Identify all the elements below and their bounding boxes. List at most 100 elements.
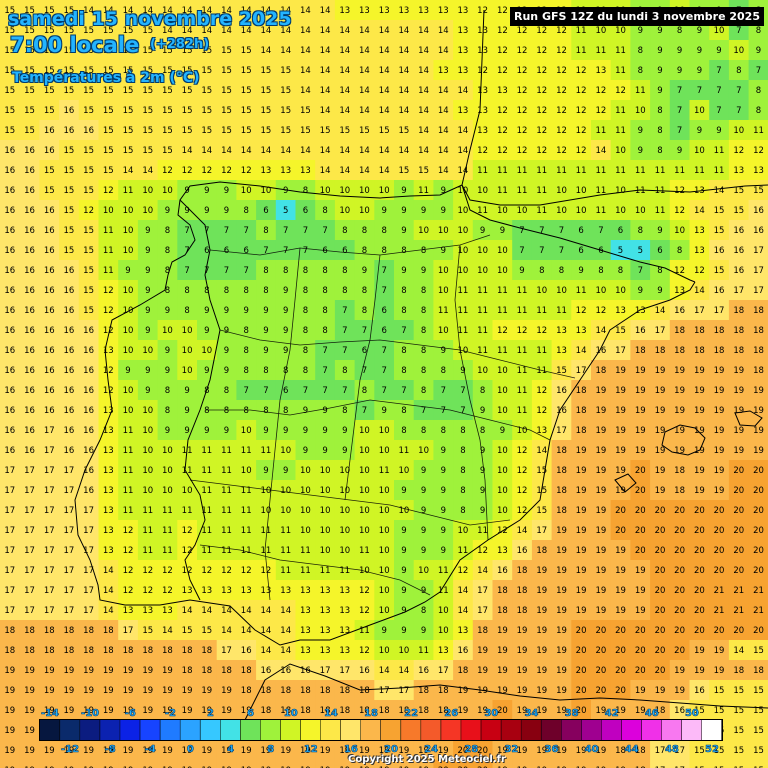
temperature-cell <box>354 200 375 221</box>
temperature-value: 19 <box>733 386 744 396</box>
temperature-value: 7 <box>224 266 229 276</box>
temperature-value: 9 <box>401 546 406 556</box>
temperature-value: 13 <box>320 646 331 656</box>
temperature-value: 8 <box>598 266 603 276</box>
temperature-value: 16 <box>44 206 55 216</box>
temperature-value: 10 <box>320 486 331 496</box>
temperature-cell <box>551 200 572 221</box>
legend-tick-label: 50 <box>685 708 699 719</box>
temperature-value: 11 <box>694 166 705 176</box>
temperature-cell <box>433 40 454 61</box>
temperature-value: 7 <box>243 386 248 396</box>
temperature-value: 19 <box>694 406 705 416</box>
temperature-value: 15 <box>241 46 252 56</box>
temperature-cell <box>354 60 375 81</box>
temperature-cell <box>177 120 198 141</box>
temperature-value: 9 <box>263 326 268 336</box>
temperature-value: 11 <box>162 526 173 536</box>
temperature-value: 17 <box>44 566 55 576</box>
legend-tick-label: 40 <box>585 744 599 755</box>
temperature-value: 14 <box>241 146 252 156</box>
temperature-value: 20 <box>733 506 744 516</box>
temperature-value: 10 <box>201 346 212 356</box>
temperature-value: 9 <box>677 146 682 156</box>
temperature-value: 18 <box>418 706 429 716</box>
temperature-value: 18 <box>241 686 252 696</box>
temperature-value: 9 <box>145 386 150 396</box>
temperature-value: 15 <box>201 106 212 116</box>
temperature-value: 19 <box>733 426 744 436</box>
temperature-value: 18 <box>103 626 114 636</box>
temperature-value: 10 <box>123 386 134 396</box>
temperature-cell <box>275 200 297 221</box>
temperature-value: 10 <box>320 506 331 516</box>
temperature-value: 14 <box>280 146 291 156</box>
temperature-value: 11 <box>241 446 252 456</box>
temperature-value: 15 <box>241 86 252 96</box>
temperature-value: 10 <box>379 566 390 576</box>
temperature-value: 9 <box>283 466 288 476</box>
temperature-value: 9 <box>283 286 288 296</box>
temperature-cell <box>472 280 494 301</box>
temperature-value: 20 <box>655 666 666 676</box>
legend-swatch <box>401 720 421 740</box>
temperature-cell <box>39 260 60 281</box>
temperature-value: 17 <box>83 546 94 556</box>
temperature-value: 15 <box>83 246 94 256</box>
temperature-value: 10 <box>379 586 390 596</box>
temperature-cell <box>59 100 80 121</box>
temperature-value: 13 <box>103 406 114 416</box>
temperature-value: 9 <box>401 266 406 276</box>
temperature-value: 8 <box>401 286 406 296</box>
temperature-value: 15 <box>714 206 725 216</box>
temperature-value: 8 <box>322 326 327 336</box>
temperature-cell <box>610 240 631 261</box>
temperature-value: 19 <box>556 646 567 656</box>
temperature-cell <box>571 120 592 141</box>
temperature-value: 14 <box>103 606 114 616</box>
temperature-cell <box>610 60 631 81</box>
legend-tick-label: 30 <box>484 708 498 719</box>
temperature-cell <box>157 40 178 61</box>
temperature-value: 9 <box>224 346 229 356</box>
temperature-value: 10 <box>497 366 508 376</box>
temperature-value: 9 <box>184 406 189 416</box>
temperature-cell <box>236 240 257 261</box>
temperature-value: 19 <box>536 646 547 656</box>
temperature-value: 10 <box>733 46 744 56</box>
temperature-cell <box>236 60 257 81</box>
temperature-cell <box>78 20 100 41</box>
temperature-cell <box>571 200 592 221</box>
temperature-value: 8 <box>756 106 761 116</box>
temperature-value: 14 <box>398 86 409 96</box>
temperature-value: 12 <box>497 46 508 56</box>
temperature-cell <box>531 260 553 281</box>
temperature-cell <box>354 140 375 161</box>
temperature-cell <box>118 80 139 101</box>
temperature-cell <box>551 180 572 201</box>
temperature-value: 11 <box>221 546 232 556</box>
temperature-value: 15 <box>182 106 193 116</box>
temperature-value: 10 <box>339 546 350 556</box>
temperature-value: 10 <box>674 226 685 236</box>
temperature-value: 14 <box>418 46 429 56</box>
temperature-value: 10 <box>359 466 370 476</box>
temperature-value: 17 <box>44 586 55 596</box>
temperature-value: 13 <box>320 606 331 616</box>
temperature-value: 9 <box>401 186 406 196</box>
temperature-value: 11 <box>457 306 468 316</box>
temperature-cell <box>492 20 513 41</box>
temperature-value: 17 <box>44 426 55 436</box>
temperature-value: 9 <box>165 366 170 376</box>
temperature-value: 20 <box>655 606 666 616</box>
temperature-value: 13 <box>300 166 311 176</box>
temperature-value: 16 <box>556 386 567 396</box>
temperature-value: 9 <box>283 186 288 196</box>
temperature-value: 19 <box>556 686 567 696</box>
temperature-value: 14 <box>438 146 449 156</box>
temperature-cell <box>709 240 730 261</box>
temperature-value: 14 <box>201 606 212 616</box>
temperature-value: 19 <box>595 546 606 556</box>
temperature-value: 10 <box>398 506 409 516</box>
temperature-cell <box>256 200 277 221</box>
